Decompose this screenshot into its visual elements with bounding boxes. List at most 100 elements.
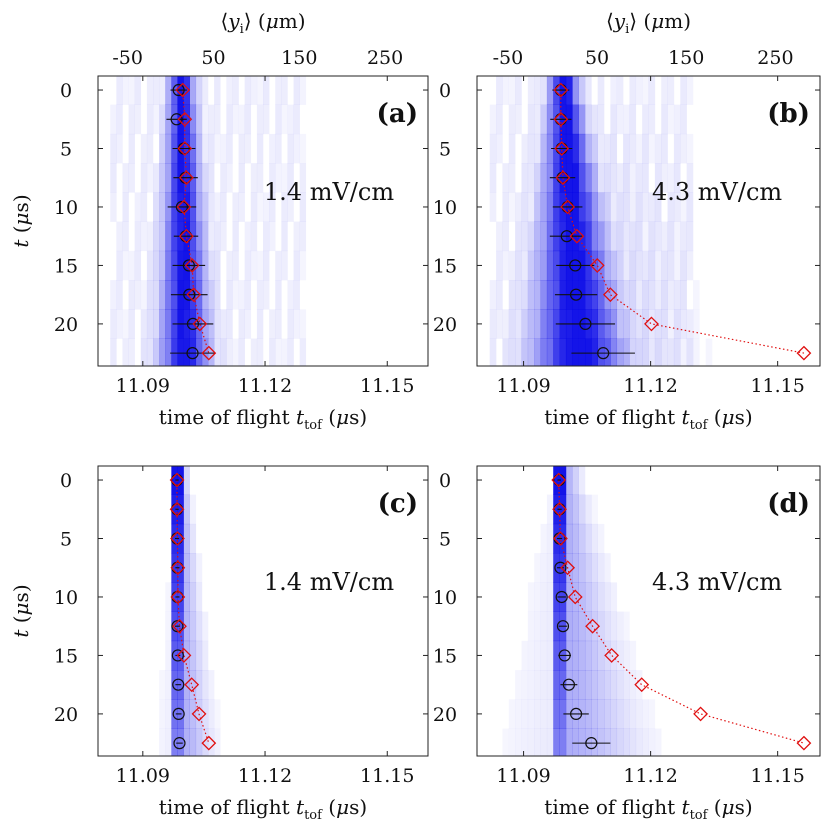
heatmap-cell	[616, 640, 624, 671]
panel-tag: (d)	[767, 489, 810, 519]
heatmap-cell	[572, 611, 579, 642]
heatmap-cell	[116, 250, 123, 281]
heatmap-cell	[578, 728, 586, 756]
heatmap-cell	[140, 192, 148, 222]
heatmap-cell	[527, 670, 535, 700]
heatmap-cell	[515, 670, 522, 700]
heatmap-cell	[546, 280, 554, 310]
heatmap-cell	[616, 728, 624, 756]
heatmap-cell	[189, 553, 197, 583]
heatmap-cell	[257, 75, 263, 105]
heatmap-cell	[521, 640, 529, 671]
diamond-marker	[170, 560, 186, 576]
heatmap-cell	[616, 221, 624, 252]
diamond-marker	[170, 531, 185, 546]
heatmap-cell	[214, 133, 221, 164]
top-tick-label: 50	[201, 47, 225, 69]
heatmap-cell	[201, 221, 209, 252]
heatmap-cell	[159, 699, 166, 729]
heatmap-cell	[540, 640, 548, 671]
y-tick-label: 5	[439, 139, 451, 161]
heatmap-cell	[220, 163, 227, 193]
heatmap-cell	[165, 309, 172, 339]
diamond-marker	[192, 316, 208, 332]
heatmap-cell	[642, 163, 649, 193]
heatmap-cell	[116, 104, 123, 135]
heatmap-cell	[629, 192, 637, 222]
heatmap-cell	[195, 670, 203, 700]
diamond-marker	[177, 141, 193, 156]
y-tick-label: 20	[433, 704, 457, 726]
heatmap-cell	[584, 104, 592, 135]
heatmap-cell	[680, 133, 687, 164]
heatmap-cell	[604, 192, 611, 222]
heatmap-cell	[597, 670, 605, 700]
heatmap-cell	[201, 104, 209, 135]
heatmap-cell	[183, 466, 190, 495]
heatmap-cell	[153, 163, 160, 193]
heatmap-cell	[508, 280, 516, 310]
heatmap-cell	[508, 728, 516, 756]
heatmap-cell	[572, 523, 579, 554]
heatmap-cell	[275, 133, 282, 164]
heatmap-cell	[489, 309, 497, 339]
diamond-marker	[555, 170, 571, 186]
heatmap-cell	[584, 221, 592, 252]
heatmap-cell	[546, 309, 554, 339]
diamond-marker	[589, 258, 605, 273]
heatmap-cell	[153, 250, 160, 281]
heatmap-cell	[214, 699, 220, 729]
heatmap-cell	[515, 728, 522, 756]
heatmap-cell	[189, 728, 197, 756]
heatmap-cell	[256, 309, 264, 339]
diamond-marker	[178, 228, 194, 244]
heatmap-cell	[610, 670, 618, 700]
heatmap-cell	[642, 338, 649, 366]
x-tick-label: 11.09	[116, 375, 170, 397]
heatmap-cell	[521, 699, 529, 729]
heatmap-cell	[635, 192, 643, 222]
heatmap-cell	[565, 338, 573, 366]
heatmap-cell	[546, 494, 554, 525]
heatmap-cell	[629, 670, 637, 700]
heatmap-cell	[195, 104, 203, 135]
heatmap-cell	[673, 221, 681, 252]
heatmap-cell	[134, 221, 142, 252]
heatmap-cell	[159, 250, 166, 281]
heatmap-cell	[623, 250, 630, 281]
heatmap-cell	[195, 611, 203, 642]
heatmap-cell	[232, 338, 239, 366]
heatmap-cell	[508, 309, 516, 339]
heatmap-cell	[546, 728, 554, 756]
heatmap-cell	[629, 728, 637, 756]
heatmap-cell	[140, 338, 148, 366]
circle-marker	[173, 737, 186, 750]
circle-marker	[556, 620, 570, 633]
heatmap-cell	[116, 280, 123, 310]
heatmap-cell	[610, 640, 618, 671]
x-tick-label: 11.09	[496, 375, 550, 397]
heatmap-cell	[623, 699, 630, 729]
heatmap-cell	[546, 192, 554, 222]
heatmap-cell	[661, 104, 668, 135]
heatmap-cell	[661, 163, 668, 193]
heatmap-cell	[546, 582, 554, 612]
heatmap-cell	[275, 104, 282, 135]
heatmap-cell	[116, 221, 123, 252]
circle-marker	[172, 678, 185, 691]
heatmap-cell	[263, 104, 270, 135]
panel-tag: (b)	[767, 99, 810, 129]
heatmap-cell	[195, 553, 203, 583]
heatmap-cell	[680, 104, 687, 135]
x-tick-label: 11.15	[360, 765, 414, 787]
heatmap-cell	[635, 699, 643, 729]
heatmap-cell	[508, 163, 516, 193]
heatmap-cell	[578, 104, 586, 135]
heatmap-cell	[159, 192, 166, 222]
heatmap-cell	[128, 309, 135, 339]
heatmap-cell	[540, 699, 548, 729]
heatmap-cell	[165, 76, 172, 105]
heatmap-cell	[604, 699, 611, 729]
y-tick-label: 20	[433, 314, 457, 336]
heatmap-cell	[572, 582, 579, 612]
